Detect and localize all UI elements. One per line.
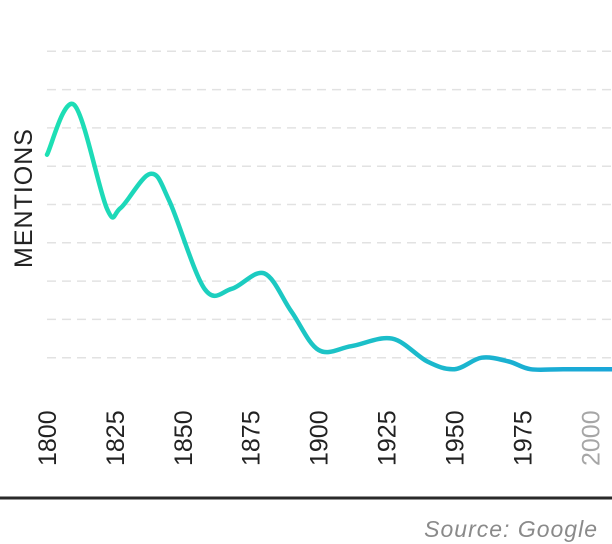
x-tick-label: 1900 bbox=[306, 410, 334, 466]
x-tick-label: 1825 bbox=[102, 410, 130, 466]
x-tick-label: 1850 bbox=[170, 410, 198, 466]
y-axis-label: MENTIONS bbox=[10, 128, 38, 268]
series-line bbox=[44, 101, 612, 373]
grid bbox=[47, 50, 612, 359]
source-label: Source: Google bbox=[424, 516, 598, 542]
x-axis-ticks: 1800 1825 1850 1875 1900 1925 1950 1975 2000 bbox=[34, 410, 605, 466]
x-tick-label: 1875 bbox=[238, 410, 266, 466]
x-tick-label: 1950 bbox=[442, 410, 470, 466]
x-tick-label: 1975 bbox=[509, 410, 537, 466]
x-tick-label: 1800 bbox=[34, 410, 62, 466]
x-tick-label: 2000 bbox=[577, 410, 605, 466]
x-tick-label: 1925 bbox=[374, 410, 402, 466]
